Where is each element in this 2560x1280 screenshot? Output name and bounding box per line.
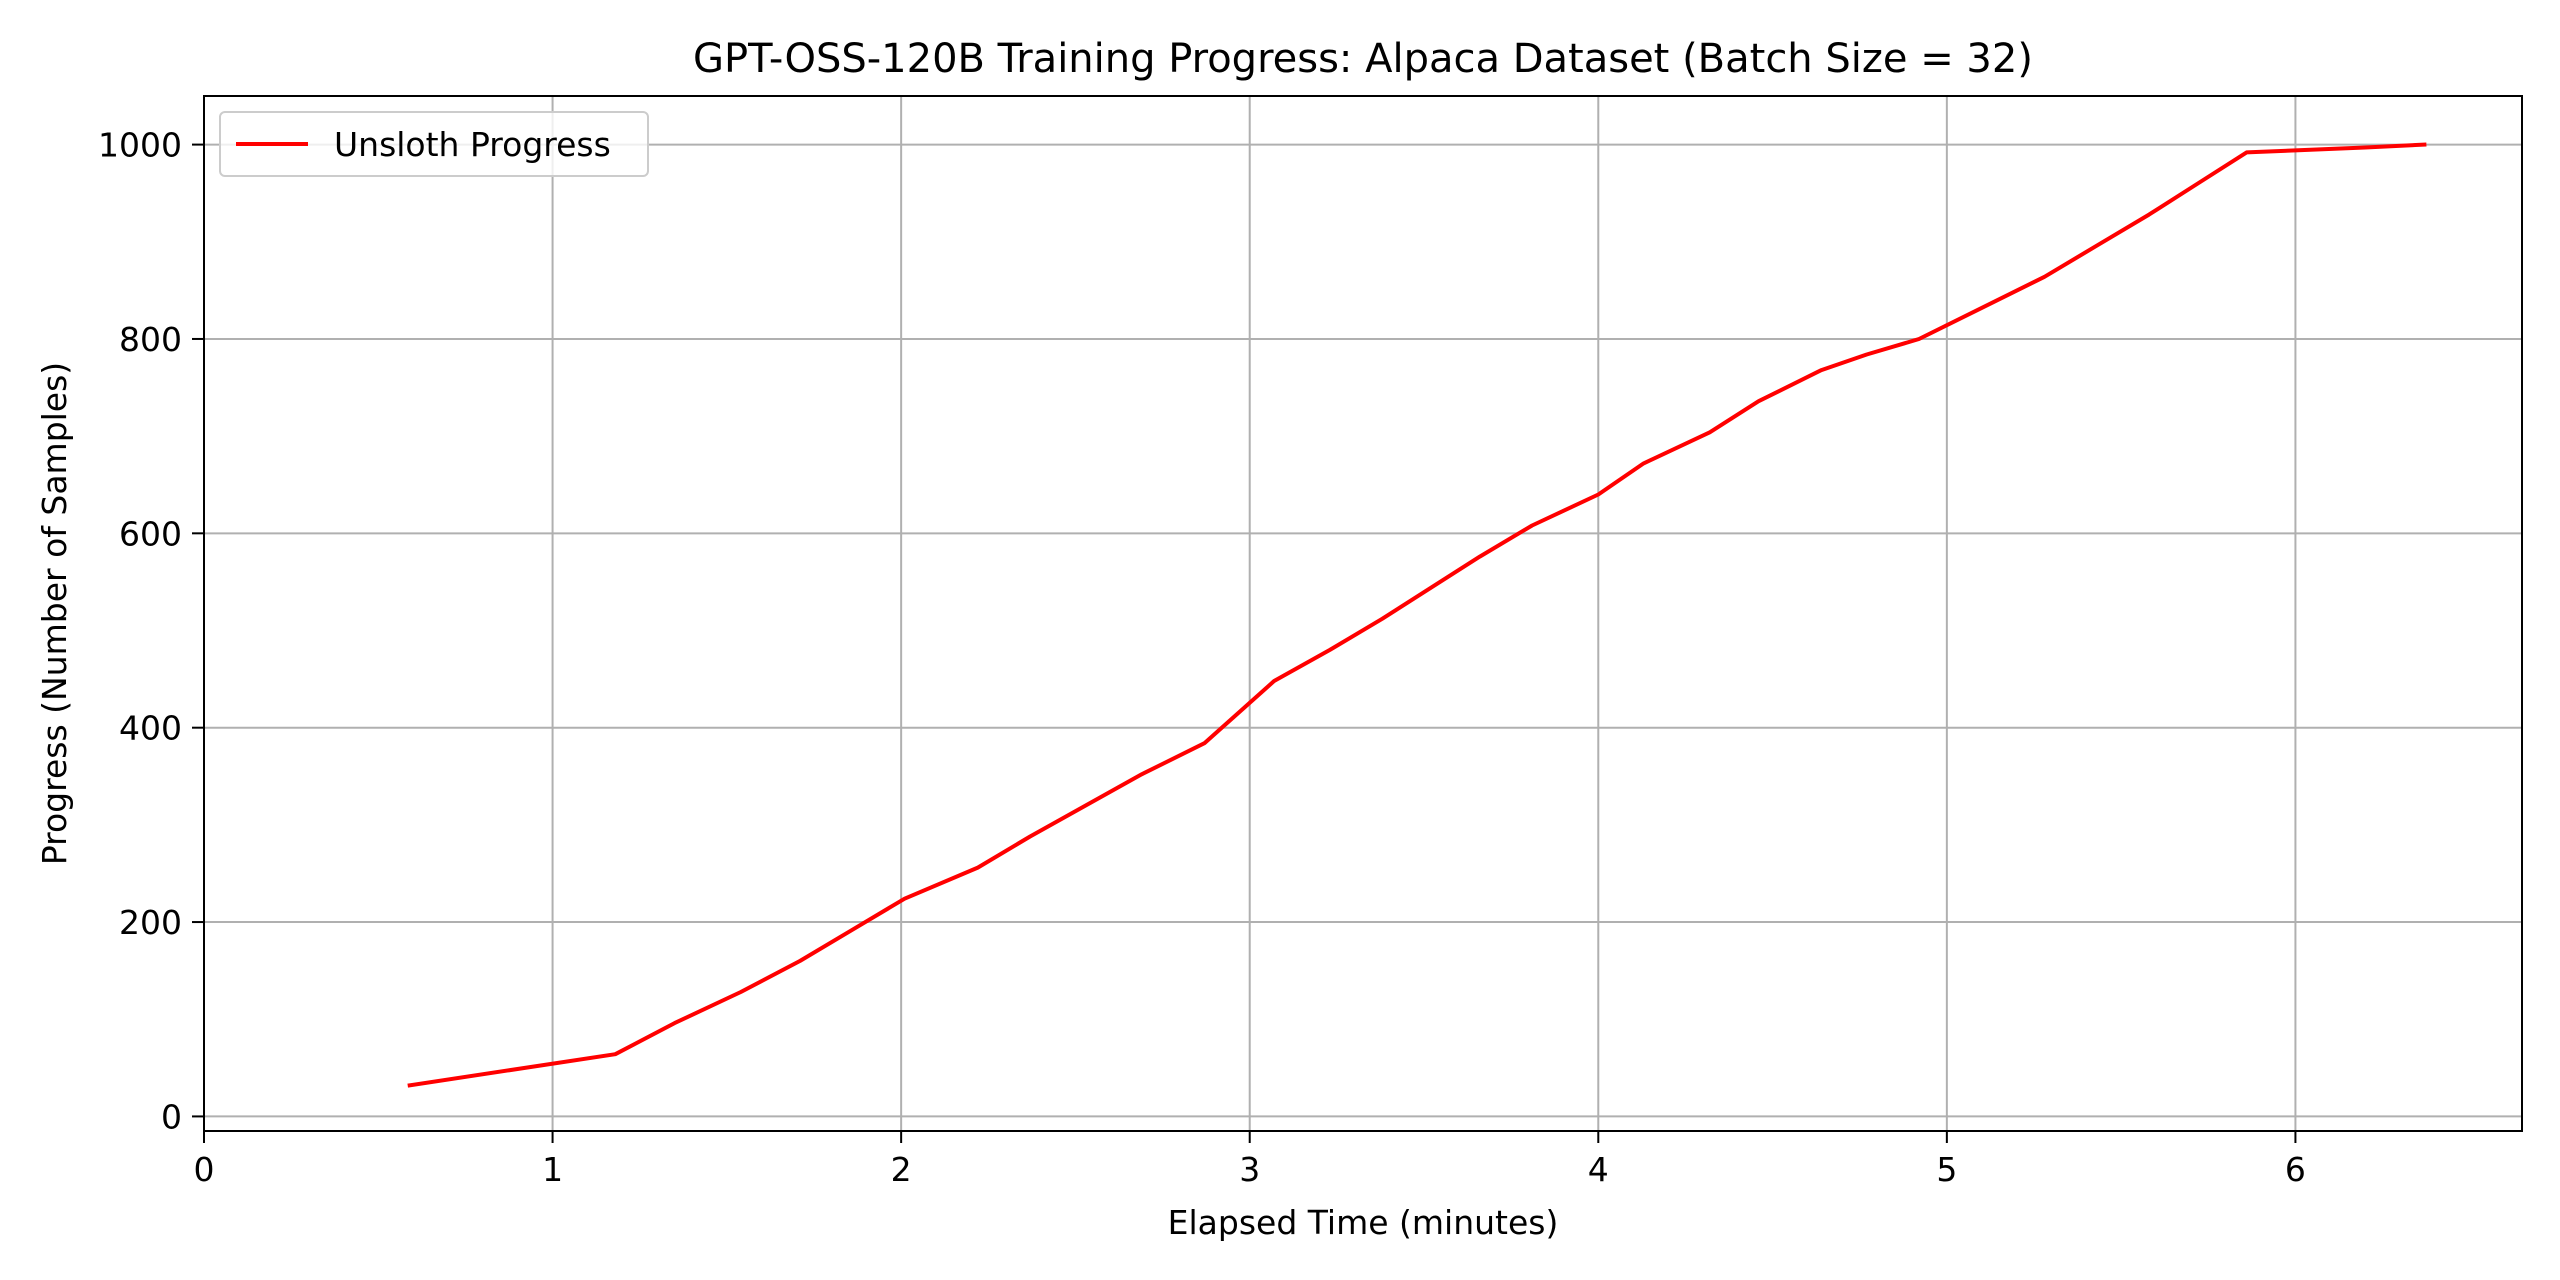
x-tick-label: 5	[1936, 1150, 1957, 1189]
legend-box	[219, 111, 649, 177]
axis-ticks: 0 1 2 3 4 5 6 0 200 400 600 800 1000	[98, 126, 2306, 1189]
legend-label-unsloth-progress: Unsloth Progress	[334, 125, 611, 164]
series-line-unsloth-progress	[407, 142, 2427, 1088]
y-tick-label: 800	[119, 320, 182, 359]
y-tick-label: 200	[119, 903, 182, 942]
axes-frame	[203, 95, 2523, 1132]
grid-lines	[203, 96, 2522, 1131]
x-tick-label: 6	[2285, 1150, 2306, 1189]
y-tick-label: 0	[161, 1097, 182, 1136]
y-tick-label: 400	[119, 709, 182, 748]
x-tick-label: 2	[891, 1150, 912, 1189]
legend: Unsloth Progress	[219, 111, 649, 177]
y-tick-label: 1000	[98, 126, 182, 165]
x-tick-label: 1	[542, 1150, 563, 1189]
x-tick-label: 0	[194, 1150, 215, 1189]
x-tick-label: 4	[1588, 1150, 1609, 1189]
chart-title: GPT-OSS-120B Training Progress: Alpaca D…	[693, 36, 2033, 82]
series-layer	[407, 142, 2427, 1088]
x-axis-label: Elapsed Time (minutes)	[1168, 1203, 1559, 1242]
y-tick-label: 600	[119, 514, 182, 553]
x-tick-label: 3	[1239, 1150, 1260, 1189]
y-axis-label: Progress (Number of Samples)	[35, 362, 74, 865]
